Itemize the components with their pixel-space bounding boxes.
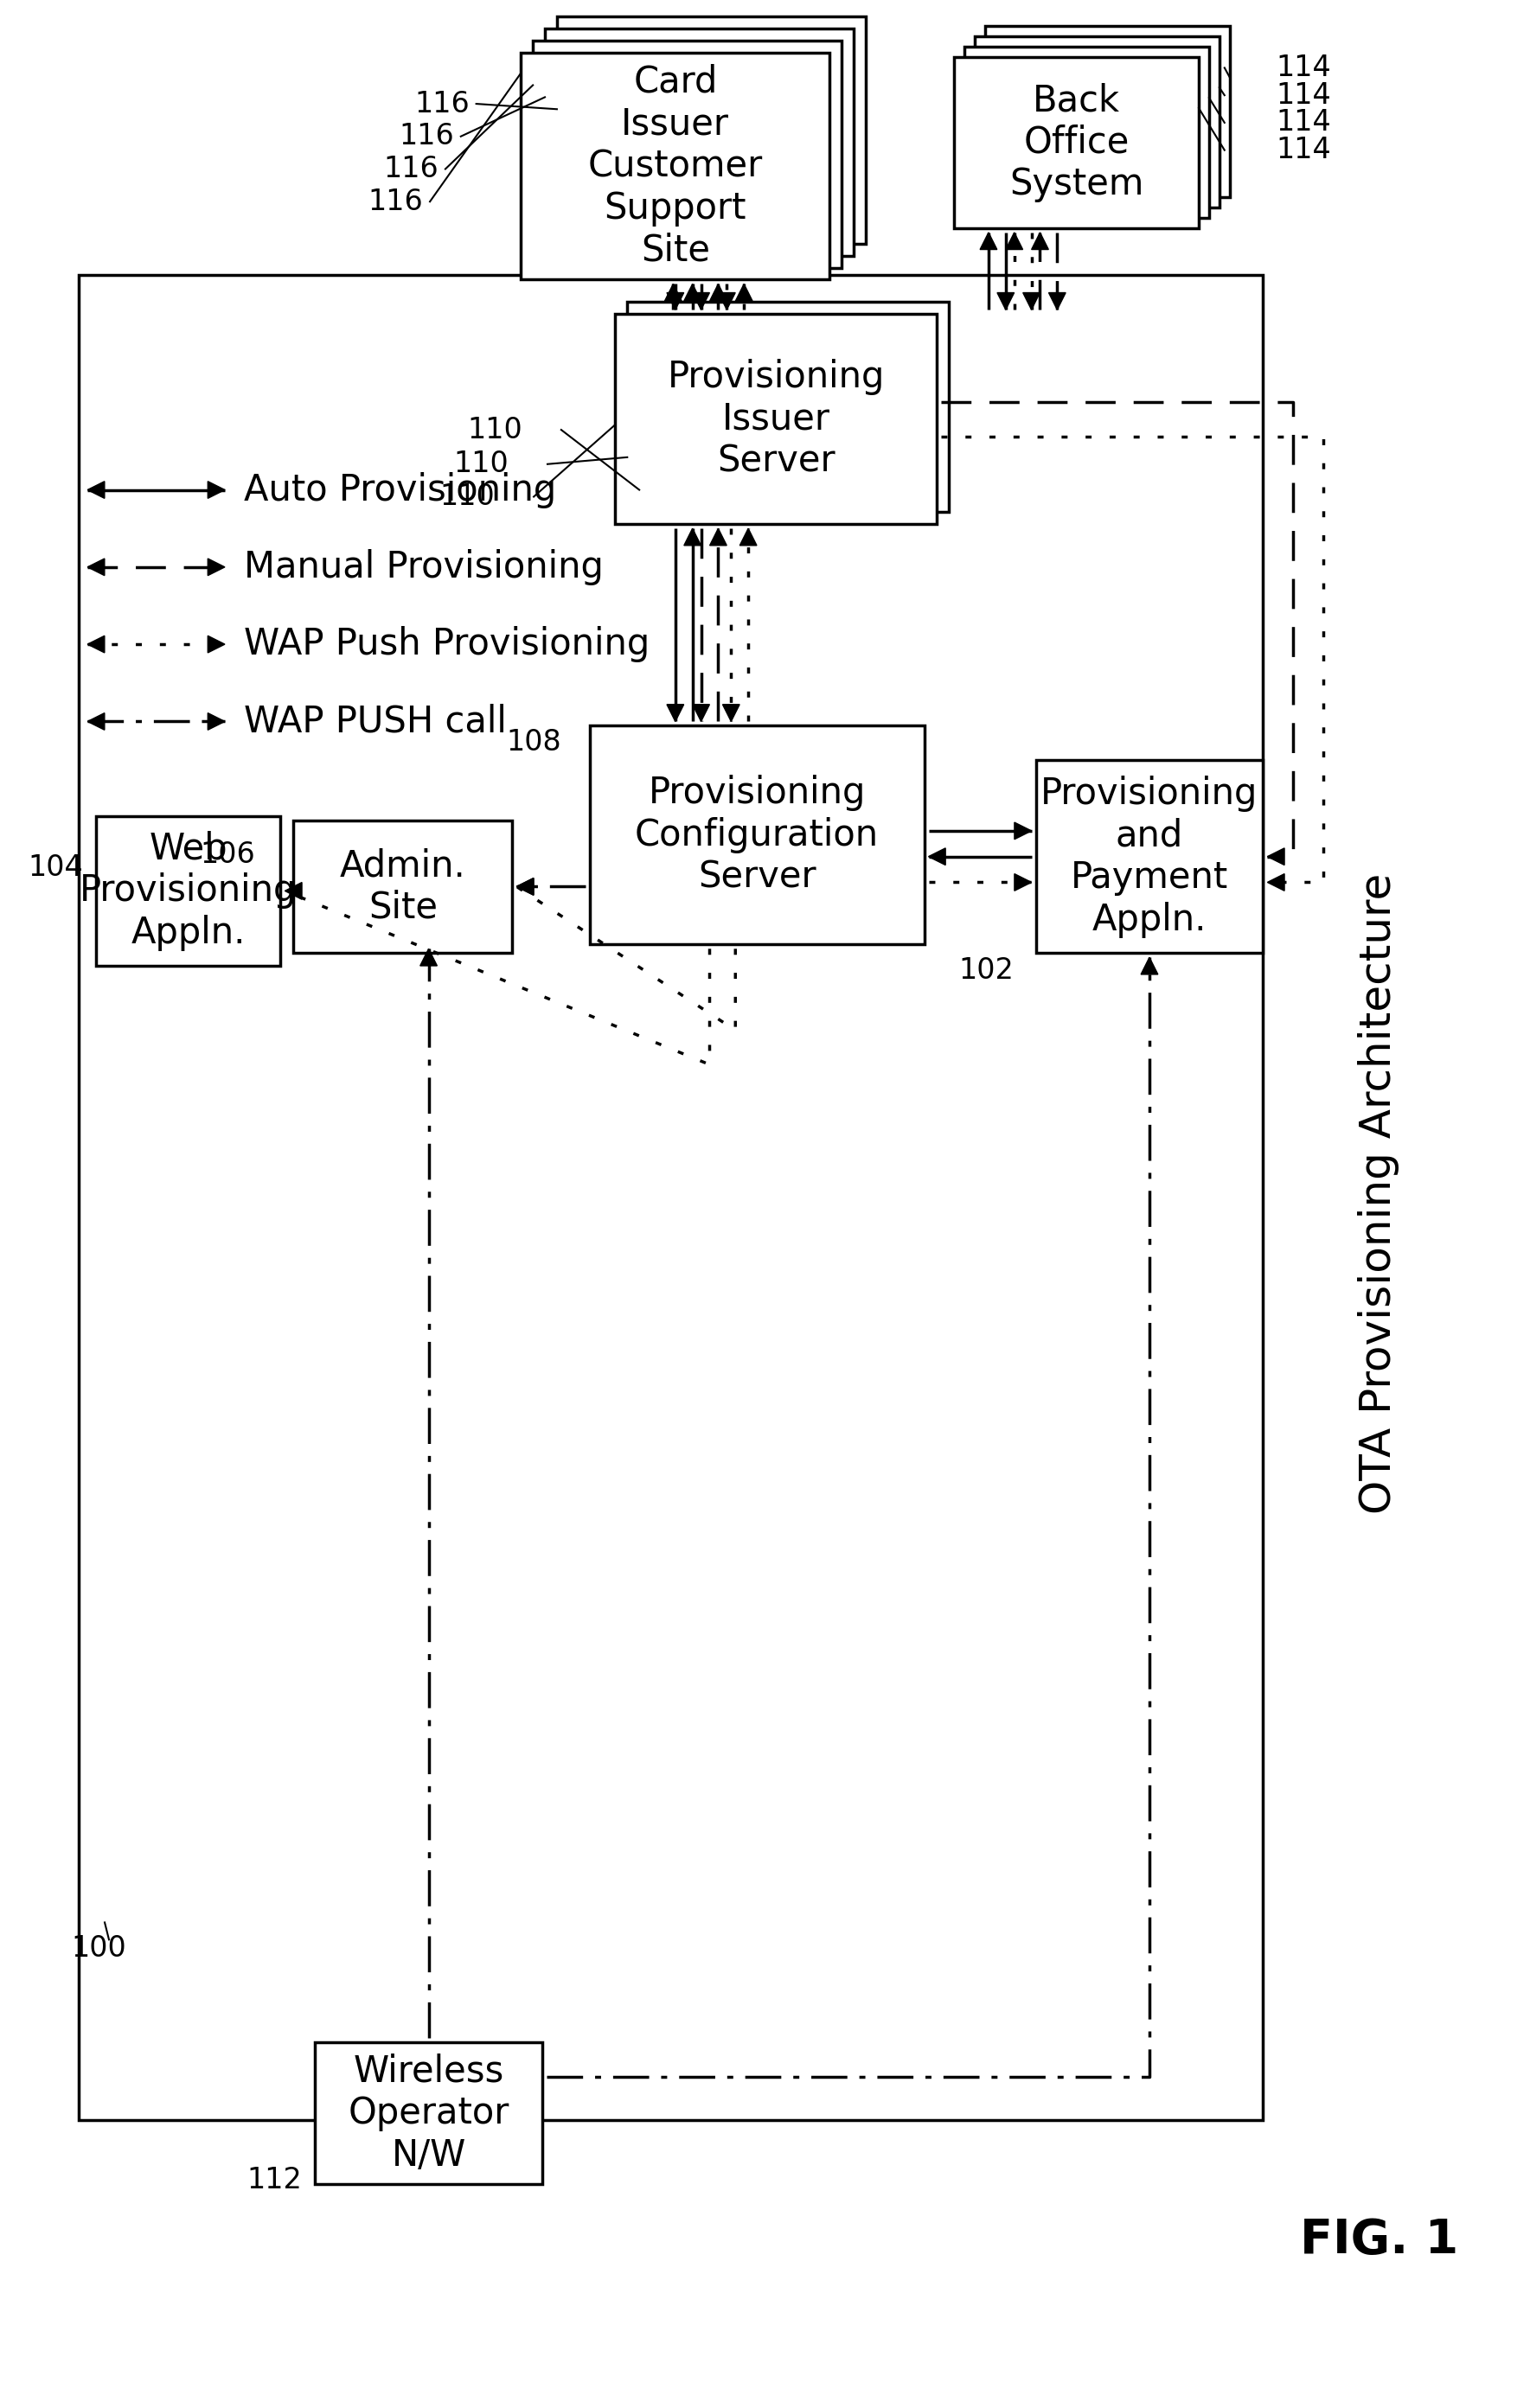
Text: 116: 116 <box>415 89 470 118</box>
Polygon shape <box>710 527 727 547</box>
Bar <box>975 36 1219 207</box>
Text: 114: 114 <box>1276 135 1331 164</box>
Bar <box>545 29 854 255</box>
Text: Admin.
Site: Admin. Site <box>340 848 467 925</box>
Bar <box>627 301 949 513</box>
Polygon shape <box>517 879 534 896</box>
Text: 108: 108 <box>506 727 562 756</box>
Polygon shape <box>684 527 701 547</box>
Polygon shape <box>1014 874 1031 891</box>
Polygon shape <box>517 879 534 896</box>
Text: 114: 114 <box>1276 82 1331 108</box>
Polygon shape <box>421 949 438 966</box>
Text: 110: 110 <box>454 450 509 479</box>
Bar <box>964 46 1209 217</box>
Text: Wireless
Operator
N/W: Wireless Operator N/W <box>347 2054 509 2174</box>
Text: 116: 116 <box>384 154 439 183</box>
Text: 114: 114 <box>1276 108 1331 137</box>
Polygon shape <box>929 848 946 864</box>
Text: 112: 112 <box>246 2165 301 2194</box>
Polygon shape <box>1031 234 1048 250</box>
Bar <box>96 816 280 966</box>
Bar <box>589 725 924 944</box>
Text: 100: 100 <box>70 1934 127 1963</box>
Text: 116: 116 <box>369 188 424 217</box>
Polygon shape <box>1048 294 1066 311</box>
Polygon shape <box>208 713 225 730</box>
Text: Web
Provisioning
Appln.: Web Provisioning Appln. <box>80 831 297 951</box>
Polygon shape <box>1014 824 1031 840</box>
Text: 104: 104 <box>28 852 83 881</box>
Polygon shape <box>722 706 739 722</box>
Text: 110: 110 <box>468 417 523 443</box>
Text: Manual Provisioning: Manual Provisioning <box>243 549 603 585</box>
Text: 116: 116 <box>399 123 454 152</box>
Polygon shape <box>285 881 301 898</box>
Text: Provisioning
Configuration
Server: Provisioning Configuration Server <box>635 775 878 896</box>
Polygon shape <box>981 234 998 250</box>
Text: 102: 102 <box>959 956 1014 985</box>
Polygon shape <box>693 294 710 311</box>
Text: WAP PUSH call: WAP PUSH call <box>243 703 506 739</box>
Bar <box>294 821 513 954</box>
Text: WAP Push Provisioning: WAP Push Provisioning <box>243 626 650 662</box>
Bar <box>615 313 936 525</box>
Polygon shape <box>998 294 1014 311</box>
Bar <box>955 58 1200 229</box>
Polygon shape <box>741 527 757 547</box>
Bar <box>532 41 842 267</box>
Polygon shape <box>1267 848 1284 864</box>
Polygon shape <box>718 294 736 311</box>
Text: Auto Provisioning: Auto Provisioning <box>243 472 555 508</box>
Text: FIG. 1: FIG. 1 <box>1299 2215 1458 2264</box>
Polygon shape <box>1024 294 1040 311</box>
Text: Back
Office
System: Back Office System <box>1010 82 1144 202</box>
Polygon shape <box>208 636 225 653</box>
Polygon shape <box>693 706 710 722</box>
Text: Provisioning
Issuer
Server: Provisioning Issuer Server <box>667 359 884 479</box>
Polygon shape <box>1267 874 1284 891</box>
Text: 114: 114 <box>1276 53 1331 82</box>
Polygon shape <box>736 284 753 301</box>
Bar <box>1036 761 1264 954</box>
Bar <box>315 2042 542 2184</box>
Polygon shape <box>87 713 104 730</box>
Bar <box>520 53 829 279</box>
Polygon shape <box>664 284 682 301</box>
Polygon shape <box>667 294 684 311</box>
Polygon shape <box>87 636 104 653</box>
Polygon shape <box>208 559 225 576</box>
Polygon shape <box>1141 958 1158 975</box>
Polygon shape <box>710 284 727 301</box>
Bar <box>985 26 1230 197</box>
Bar <box>557 17 866 243</box>
Text: OTA Provisioning Architecture: OTA Provisioning Architecture <box>1359 872 1400 1515</box>
Text: 110: 110 <box>441 482 496 510</box>
Text: 106: 106 <box>200 840 256 869</box>
Polygon shape <box>667 706 684 722</box>
Text: Provisioning
and
Payment
Appln.: Provisioning and Payment Appln. <box>1040 775 1258 937</box>
Bar <box>80 275 1264 2119</box>
Text: Card
Issuer
Customer
Support
Site: Card Issuer Customer Support Site <box>588 63 763 267</box>
Polygon shape <box>684 284 701 301</box>
Polygon shape <box>208 482 225 498</box>
Polygon shape <box>1005 234 1022 250</box>
Polygon shape <box>87 482 104 498</box>
Polygon shape <box>87 559 104 576</box>
